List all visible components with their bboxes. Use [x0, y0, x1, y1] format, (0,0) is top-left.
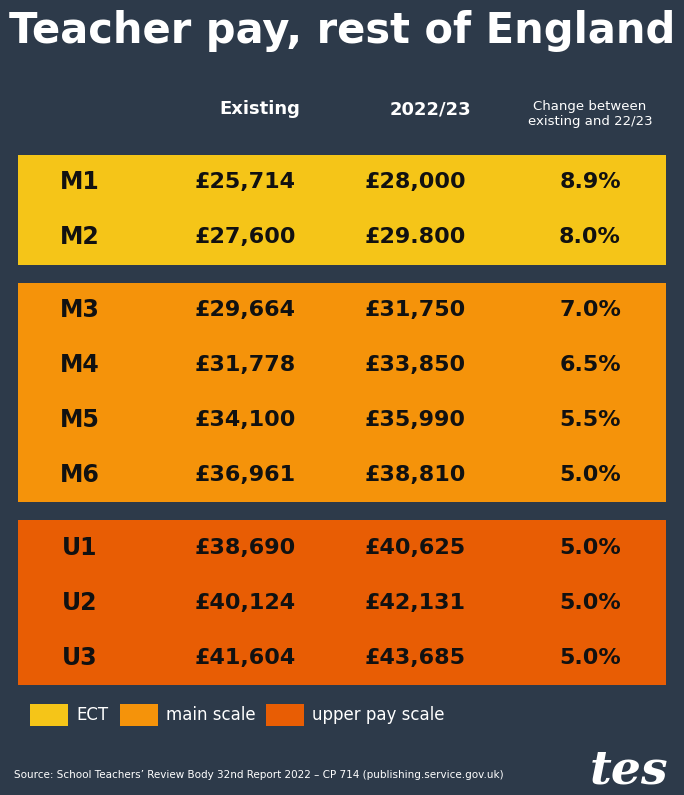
Text: Source: School Teachers’ Review Body 32nd Report 2022 – CP 714 (publishing.servi: Source: School Teachers’ Review Body 32n…: [14, 770, 503, 780]
Text: £41,604: £41,604: [194, 648, 295, 668]
Text: M1: M1: [60, 170, 100, 195]
Text: tes: tes: [590, 747, 668, 793]
Text: 2022/23: 2022/23: [389, 100, 471, 118]
Text: M4: M4: [60, 353, 100, 377]
Text: 5.0%: 5.0%: [559, 648, 621, 668]
Text: £28,000: £28,000: [364, 173, 466, 192]
Bar: [18, 283, 666, 502]
Bar: [266, 704, 304, 726]
Text: £38,810: £38,810: [365, 465, 466, 485]
Text: M3: M3: [60, 298, 100, 322]
Text: £27,600: £27,600: [194, 227, 295, 247]
Text: £31,778: £31,778: [194, 355, 295, 375]
Text: M2: M2: [60, 225, 100, 250]
Text: ECT: ECT: [76, 706, 108, 724]
Text: 7.0%: 7.0%: [559, 301, 621, 320]
Text: £31,750: £31,750: [365, 301, 466, 320]
Text: upper pay scale: upper pay scale: [312, 706, 445, 724]
Text: M6: M6: [60, 463, 100, 487]
Text: 5.5%: 5.5%: [560, 410, 621, 430]
Bar: [30, 704, 68, 726]
Text: main scale: main scale: [166, 706, 256, 724]
Bar: [18, 155, 666, 265]
Bar: [18, 521, 666, 685]
Text: £34,100: £34,100: [194, 410, 295, 430]
Text: £36,961: £36,961: [194, 465, 295, 485]
Text: 5.0%: 5.0%: [559, 592, 621, 613]
Bar: [120, 704, 158, 726]
Text: M5: M5: [60, 408, 100, 432]
Text: U1: U1: [62, 536, 98, 560]
Text: £29,664: £29,664: [194, 301, 295, 320]
Text: Change between
existing and 22/23: Change between existing and 22/23: [527, 100, 653, 128]
Text: 5.0%: 5.0%: [559, 465, 621, 485]
Text: Teacher pay, rest of England: Teacher pay, rest of England: [9, 10, 675, 52]
Text: £25,714: £25,714: [194, 173, 295, 192]
Text: U2: U2: [62, 591, 98, 615]
Text: £40,124: £40,124: [194, 592, 295, 613]
Text: 5.0%: 5.0%: [559, 537, 621, 558]
Text: 8.9%: 8.9%: [560, 173, 621, 192]
Text: 6.5%: 6.5%: [560, 355, 621, 375]
Text: £38,690: £38,690: [194, 537, 295, 558]
Text: £43,685: £43,685: [365, 648, 466, 668]
Text: £29.800: £29.800: [365, 227, 466, 247]
Text: £42,131: £42,131: [365, 592, 466, 613]
Text: £35,990: £35,990: [365, 410, 466, 430]
Text: £33,850: £33,850: [365, 355, 466, 375]
Text: U3: U3: [62, 646, 98, 669]
Text: Existing: Existing: [220, 100, 300, 118]
Text: £40,625: £40,625: [365, 537, 466, 558]
Text: 8.0%: 8.0%: [559, 227, 621, 247]
